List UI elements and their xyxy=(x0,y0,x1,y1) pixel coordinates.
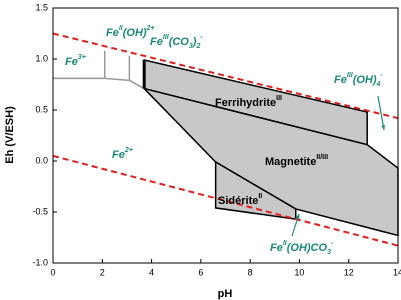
annotation-part: III xyxy=(347,72,354,79)
y-axis-label: Eh (V/ESH) xyxy=(4,106,16,164)
annotation-part: Fe xyxy=(150,36,163,48)
annotation-part: Sidérite xyxy=(218,195,258,207)
annotation: SidériteII xyxy=(218,193,262,207)
x-axis-label: pH xyxy=(218,288,233,300)
annotation-part: Fe xyxy=(65,56,78,68)
annotation-part: (CO xyxy=(169,36,190,48)
x-tick-label: 12 xyxy=(344,267,354,277)
annotation-part: 2 xyxy=(195,43,200,50)
annotation-part: III xyxy=(276,95,282,102)
y-tick-label: 1.5 xyxy=(35,2,48,12)
annotation-part: II/III xyxy=(316,154,328,161)
annotation: FeII(OH)CO3- xyxy=(270,240,334,256)
x-tick-label: 8 xyxy=(248,267,253,277)
annotation-part: Fe xyxy=(112,149,125,161)
annotation-part: 3 xyxy=(327,249,331,256)
annotation: FeII(OH)2+ xyxy=(106,25,155,39)
annotation: Fe2+ xyxy=(112,147,133,161)
annotation-part: Fe xyxy=(270,242,283,254)
annotation: Fe3+ xyxy=(65,54,86,68)
annotation-part: II xyxy=(119,25,124,32)
annotation-part: - xyxy=(200,34,203,41)
annotation-part: 2+ xyxy=(124,147,133,154)
plot-frame xyxy=(52,7,399,264)
annotation-part: Fe xyxy=(106,27,119,39)
annotation: FeIII(OH)4 - xyxy=(334,72,383,88)
annotation-part: Magnetite xyxy=(265,156,316,168)
y-tick-label: 0.5 xyxy=(35,104,48,114)
annotation-part: 4 xyxy=(376,81,381,88)
x-tick-label: 0 xyxy=(50,267,55,277)
annotation: MagnetiteII/III xyxy=(265,154,328,168)
annotation-part: (OH)CO xyxy=(287,242,328,254)
annotation-part: (OH) xyxy=(353,74,377,86)
arrow-head xyxy=(381,125,386,130)
arrow-head xyxy=(295,214,300,219)
annotation: FeIII(CO3)2- xyxy=(150,34,203,50)
x-tick-label: 6 xyxy=(198,267,203,277)
annotation-part: II xyxy=(258,193,262,200)
annotation-part: (OH) xyxy=(123,27,147,39)
annotation-part: Fe xyxy=(334,74,347,86)
x-tick-label: 2 xyxy=(100,267,105,277)
annotation-part: ) xyxy=(192,36,197,48)
annotation-part: 3+ xyxy=(78,54,86,61)
y-tick-label: 0.0 xyxy=(35,155,48,165)
y-tick-label: 1.0 xyxy=(35,53,48,63)
x-tick-label: 14 xyxy=(393,267,401,277)
annotation-part: 3 xyxy=(189,43,193,50)
y-tick-label: -1.0 xyxy=(32,257,48,267)
annotation-part: 2+ xyxy=(146,25,155,32)
annotation-part: Ferrihydrite xyxy=(215,97,276,109)
annotation-part: - xyxy=(331,240,334,247)
x-tick-label: 10 xyxy=(294,267,304,277)
annotation-part: - xyxy=(380,72,383,79)
annotation-part: II xyxy=(283,240,288,247)
boundary-line xyxy=(53,77,145,90)
annotation: FerrihydriteIII xyxy=(215,95,282,109)
annotation-part: III xyxy=(163,34,170,41)
arrow xyxy=(377,95,385,131)
x-tick-label: 4 xyxy=(149,267,154,277)
y-tick-label: -0.5 xyxy=(32,206,48,216)
